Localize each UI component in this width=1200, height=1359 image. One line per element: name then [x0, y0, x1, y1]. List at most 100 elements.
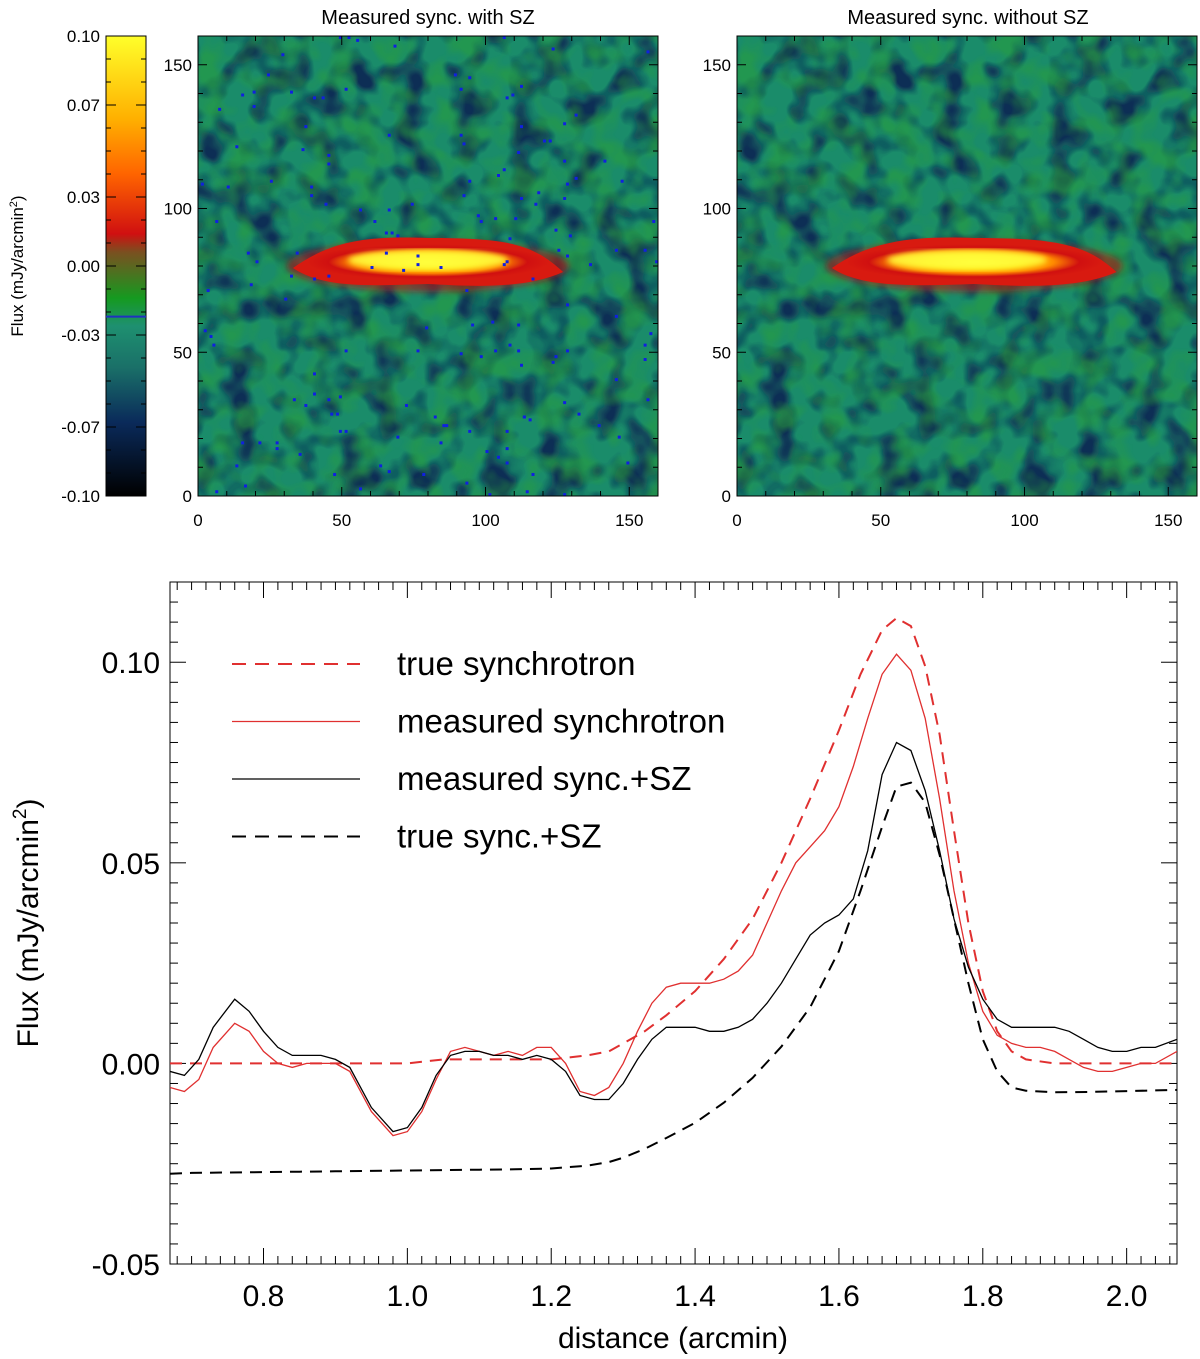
masked-pixel [284, 297, 288, 301]
masked-pixel [304, 125, 308, 129]
masked-pixel [313, 277, 316, 281]
colorbar-tick-label: -0.07 [61, 418, 100, 437]
masked-pixel [491, 320, 495, 324]
masked-pixel [396, 435, 400, 439]
colorbar-ticks [106, 35, 146, 497]
series-line-measured-sync-sz [170, 741, 1177, 1133]
masked-pixel [384, 231, 388, 235]
masked-pixel [508, 237, 512, 241]
colorbar-label-superscript: 2 [8, 201, 20, 207]
colorbar-tick-label: 0.00 [67, 257, 100, 276]
masked-pixel [566, 254, 569, 258]
x-tick-label: 1.2 [530, 1280, 572, 1313]
masked-pixel [330, 412, 334, 416]
colorbar-label: Flux (mJy/arcmin2) [8, 195, 27, 336]
masked-pixel [387, 470, 391, 474]
series-line-true-sync-sz [170, 781, 1177, 1175]
masked-pixel [505, 429, 509, 433]
map-x-tick-label: 50 [871, 511, 890, 530]
masked-pixel [528, 418, 532, 422]
masked-pixel [543, 139, 546, 143]
masked-pixel [485, 450, 489, 453]
masked-pixel [551, 360, 555, 364]
masked-pixel [459, 87, 463, 91]
y-tick-label: 0.10 [102, 647, 160, 680]
masked-pixel [379, 464, 383, 468]
masked-pixel [200, 182, 204, 186]
masked-pixel [298, 452, 302, 456]
masked-pixel [465, 481, 469, 485]
masked-pixel [327, 274, 331, 278]
map-x-tick-label: 100 [1010, 511, 1038, 530]
masked-pixel [370, 266, 374, 269]
masked-pixel [508, 343, 512, 347]
masked-pixel [218, 107, 222, 111]
masked-pixel [566, 349, 569, 353]
masked-pixel [290, 274, 293, 278]
masked-pixel [387, 208, 391, 212]
masked-pixel [321, 96, 325, 100]
heatmap-with-sz-title: Measured sync. with SZ [321, 7, 534, 29]
masked-pixel [517, 151, 521, 154]
masked-pixel [520, 84, 523, 88]
x-tick-label: 0.8 [243, 1280, 285, 1313]
colorbar-tick-label: -0.10 [61, 487, 100, 506]
masked-pixel [557, 248, 561, 252]
masked-pixel [310, 194, 314, 198]
map-x-tick-label: 0 [193, 511, 202, 530]
masked-pixel [422, 473, 426, 476]
masked-pixel [255, 260, 259, 264]
masked-pixel [505, 96, 509, 100]
masked-pixel [479, 355, 483, 359]
masked-pixel [626, 461, 630, 465]
masked-pixel [643, 358, 647, 361]
masked-pixel [209, 335, 213, 338]
x-tick-label: 1.4 [674, 1280, 716, 1313]
masked-pixel [479, 220, 483, 223]
y-tick-label: -0.05 [92, 1249, 160, 1282]
masked-pixel [471, 323, 475, 327]
colorbar-tick-label: 0.07 [67, 96, 100, 115]
masked-pixel [465, 289, 469, 292]
masked-pixel [502, 36, 506, 39]
masked-pixel [396, 234, 400, 238]
masked-pixel [462, 194, 466, 198]
x-tick-label: 1.6 [818, 1280, 860, 1313]
masked-pixel [494, 349, 498, 353]
y-tick-label: 0.00 [102, 1048, 160, 1081]
masked-pixel [215, 220, 219, 223]
masked-pixel [439, 266, 443, 269]
masked-pixel [281, 53, 285, 57]
masked-pixel [393, 44, 397, 48]
y-axis-label: Flux (mJy/arcmin2) [10, 799, 45, 1048]
masked-pixel [425, 326, 429, 330]
colorbar-tick-label: -0.03 [61, 326, 100, 345]
masked-pixel [643, 343, 647, 347]
masked-pixel [275, 447, 279, 451]
map-x-tick-label: 150 [1154, 511, 1182, 530]
masked-pixel [534, 202, 538, 206]
masked-pixel [514, 217, 518, 221]
masked-pixel [554, 228, 558, 232]
masked-pixel [433, 415, 437, 419]
legend-label: true sync.+SZ [397, 818, 602, 855]
masked-pixel [488, 493, 492, 496]
band-peak [887, 250, 1047, 270]
map-x-tick-label: 0 [732, 511, 741, 530]
masked-pixel [502, 263, 506, 267]
masked-pixel [497, 174, 500, 177]
series-line-true-synchrotron [170, 616, 1177, 1065]
colorbar-tick-label: 0.10 [67, 27, 100, 46]
masked-pixel [246, 251, 250, 255]
masked-pixel [459, 352, 463, 356]
masked-pixel [416, 254, 420, 258]
masked-pixel [336, 412, 339, 416]
plot-frame [169, 581, 1178, 1265]
colorbar-tick-labels: 0.10 0.07 0.03 0.00 -0.03 -0.07 -0.10 [61, 27, 100, 506]
heatmap-without-sz-image [737, 36, 1197, 496]
masked-pixel [338, 36, 342, 39]
masked-pixel [537, 191, 541, 195]
heatmap-with-sz-image [198, 36, 658, 496]
masked-pixel [649, 332, 653, 336]
masked-pixel [646, 398, 650, 402]
